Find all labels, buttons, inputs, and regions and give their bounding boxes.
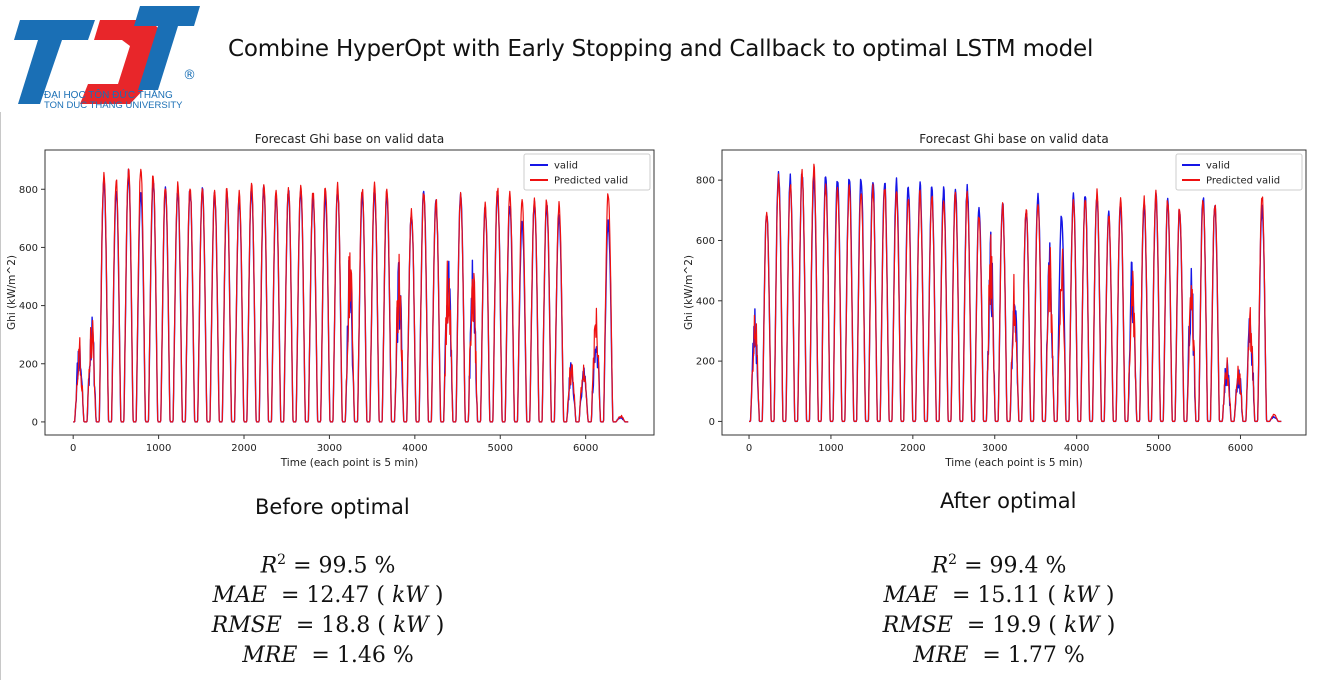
logo-mark-icon	[14, 6, 200, 104]
plot-frame	[44, 149, 655, 436]
x-tick-label: 3000	[982, 443, 1007, 454]
plot-frame	[721, 149, 1307, 436]
caption-after: After optimal	[940, 489, 1077, 513]
metric-rmse: RMSE = 19.9 ( kW )	[882, 613, 1116, 639]
y-axis-label: Ghi (kW/m^2)	[6, 255, 18, 330]
x-axis-label: Time (each point is 5 min)	[944, 457, 1083, 469]
x-tick-label: 5000	[488, 443, 513, 454]
x-tick-label: 5000	[1146, 443, 1171, 454]
metric-mre: MRE = 1.46 %	[242, 643, 414, 669]
legend-label: valid	[1206, 161, 1230, 172]
x-tick-label: 1000	[146, 443, 171, 454]
metric-rmse: RMSE = 18.8 ( kW )	[211, 613, 445, 639]
logo-text-english: TON DUC THANG UNIVERSITY	[44, 100, 183, 111]
logo-registered-mark: ®	[183, 68, 196, 83]
metric-r2: R2 = 99.5 %	[260, 552, 396, 579]
y-tick-label: 400	[19, 301, 38, 312]
y-tick-label: 400	[696, 296, 715, 307]
y-tick-label: 600	[696, 236, 715, 247]
metric-mae: MAE = 12.47 ( kW )	[212, 583, 444, 609]
y-tick-label: 800	[19, 185, 38, 196]
x-tick-label: 2000	[900, 443, 925, 454]
logo-text-vietnamese: ĐẠI HỌC TÔN ĐỨC THẮNG	[44, 88, 173, 101]
metric-r2: R2 = 99.4 %	[931, 552, 1067, 579]
y-axis-label: Ghi (kW/m^2)	[683, 255, 695, 330]
legend-label: valid	[554, 161, 578, 172]
chart-legend: valid Predicted valid	[1175, 153, 1303, 191]
metric-mre: MRE = 1.77 %	[913, 643, 1085, 669]
x-axis-label: Time (each point is 5 min)	[280, 457, 419, 469]
y-tick-label: 600	[19, 243, 38, 254]
slide-divider	[0, 112, 1, 680]
caption-before: Before optimal	[255, 495, 410, 519]
y-tick-label: 200	[19, 359, 38, 370]
metrics-before: R2 = 99.5 % MAE = 12.47 ( kW ) RMSE = 18…	[118, 545, 538, 671]
legend-label: Predicted valid	[1206, 176, 1280, 187]
metrics-after: R2 = 99.4 % MAE = 15.11 ( kW ) RMSE = 19…	[789, 545, 1209, 671]
university-logo: ® ĐẠI HỌC TÔN ĐỨC THẮNG TON DUC THANG UN…	[0, 0, 205, 112]
x-tick-label: 4000	[402, 443, 427, 454]
y-tick-label: 0	[32, 417, 38, 428]
chart-after: Forecast Ghi base on valid data 0 1000 2000…	[676, 128, 1334, 473]
metric-mae: MAE = 15.11 ( kW )	[883, 583, 1115, 609]
y-tick-label: 0	[709, 417, 715, 428]
chart-title: Forecast Ghi base on valid data	[919, 132, 1108, 146]
series-predicted-line	[73, 168, 629, 423]
x-tick-label: 4000	[1064, 443, 1089, 454]
x-tick-label: 3000	[317, 443, 342, 454]
slide-title: Combine HyperOpt with Early Stopping and…	[228, 36, 1094, 62]
x-tick-label: 1000	[818, 443, 843, 454]
y-tick-label: 200	[696, 357, 715, 368]
chart-title: Forecast Ghi base on valid data	[255, 132, 444, 146]
x-tick-label: 0	[70, 443, 76, 454]
legend-label: Predicted valid	[554, 176, 628, 187]
x-tick-label: 2000	[231, 443, 256, 454]
x-tick-label: 6000	[1228, 443, 1253, 454]
chart-before: Forecast Ghi base on valid data 0 1000 2000…	[0, 128, 665, 473]
chart-legend: valid Predicted valid	[523, 153, 651, 191]
y-tick-label: 800	[696, 176, 715, 187]
x-tick-label: 0	[746, 443, 752, 454]
x-tick-label: 6000	[573, 443, 598, 454]
series-predicted-line	[748, 163, 1282, 422]
